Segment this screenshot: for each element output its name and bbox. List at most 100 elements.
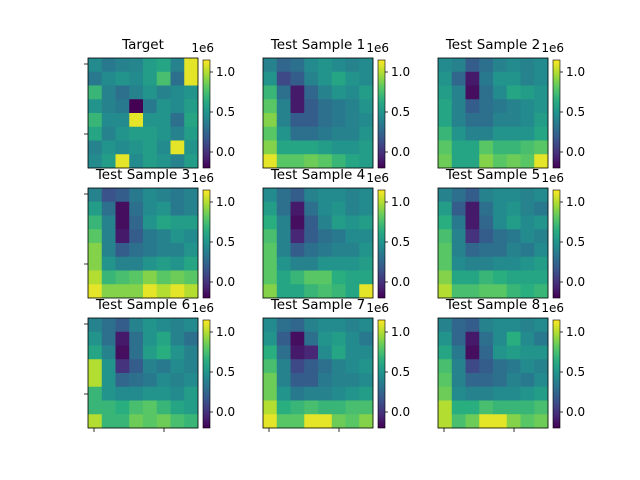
heatmap-cell xyxy=(359,140,374,155)
heatmap-cell xyxy=(290,359,305,374)
axes-frame xyxy=(437,317,549,429)
heatmap-cell xyxy=(438,400,453,415)
heatmap-cell xyxy=(318,284,333,299)
heatmap-cell xyxy=(465,126,480,141)
heatmap-cell xyxy=(493,85,508,100)
heatmap-cell xyxy=(115,140,130,155)
heatmap-cell xyxy=(88,386,103,401)
heatmap-cell xyxy=(184,359,199,374)
heatmap-cell xyxy=(345,215,360,230)
heatmap-cell xyxy=(290,188,305,203)
heatmap-cell xyxy=(184,373,199,388)
heatmap-cell xyxy=(479,113,494,128)
heatmap-cell xyxy=(263,400,278,415)
heatmap-cell xyxy=(156,386,171,401)
heatmap-cell xyxy=(438,58,453,73)
heatmap-cell xyxy=(520,71,535,86)
heatmap-cell xyxy=(156,215,171,230)
heatmap-cell xyxy=(451,400,466,415)
heatmap-cell xyxy=(451,154,466,169)
heatmap-cell xyxy=(506,284,521,299)
heatmap-cell xyxy=(479,140,494,155)
heatmap-cell xyxy=(290,373,305,388)
heatmap-cell xyxy=(129,126,144,141)
heatmap-cell xyxy=(115,229,130,244)
heatmap-cell xyxy=(170,414,185,429)
heatmap-cell xyxy=(88,188,103,203)
heatmap-cell xyxy=(451,229,466,244)
heatmap-cell xyxy=(143,99,158,114)
heatmap-cell xyxy=(479,201,494,216)
heatmap-cell xyxy=(276,229,291,244)
colorbar-tick-label: 1.0 xyxy=(391,195,410,209)
heatmap-cell xyxy=(290,386,305,401)
heatmap-cell xyxy=(129,140,144,155)
heatmap-cell xyxy=(263,215,278,230)
heatmap-cell xyxy=(290,229,305,244)
colorbar-tick-label: 1.0 xyxy=(216,195,235,209)
heatmap-cell xyxy=(506,188,521,203)
heatmap-cell xyxy=(479,99,494,114)
heatmap-cell xyxy=(115,243,130,258)
heatmap-cell xyxy=(304,58,319,73)
heatmap-cell xyxy=(465,58,480,73)
heatmap-cell xyxy=(304,386,319,401)
heatmap-cell xyxy=(520,359,535,374)
heatmap-cell xyxy=(520,414,535,429)
heatmap-cell xyxy=(184,85,199,100)
colorbar-tick-label: 0.0 xyxy=(391,405,410,419)
colorbar-tick-label: 0.5 xyxy=(216,105,235,119)
heatmap-cell xyxy=(263,154,278,169)
heatmap-cell xyxy=(115,113,130,128)
heatmap-cell xyxy=(101,270,116,285)
heatmap-panel: Test Sample 1 1.0 0.5 0.0 1e6 xyxy=(262,37,410,169)
heatmap-cell xyxy=(156,201,171,216)
heatmap-cell xyxy=(143,400,158,415)
heatmap-cell xyxy=(129,154,144,169)
heatmap-cell xyxy=(156,58,171,73)
heatmap-cell xyxy=(534,243,549,258)
heatmap-cell xyxy=(101,386,116,401)
heatmap-cell xyxy=(115,318,130,333)
heatmap-cell xyxy=(263,270,278,285)
panel-title: Test Sample 6 xyxy=(95,297,190,313)
heatmap-cell xyxy=(129,284,144,299)
heatmap-cell xyxy=(290,331,305,346)
heatmap-cell xyxy=(143,154,158,169)
heatmap-cell xyxy=(170,113,185,128)
heatmap-cell xyxy=(438,154,453,169)
heatmap-panel: Test Sample 3 1.0 0.5 0.0 1e6 xyxy=(84,167,235,299)
heatmap-cell xyxy=(506,256,521,271)
heatmap-cell xyxy=(101,126,116,141)
heatmap-cell xyxy=(304,215,319,230)
heatmap-cell xyxy=(290,270,305,285)
heatmap-cell xyxy=(276,99,291,114)
colorbar-tick-label: 1.0 xyxy=(216,65,235,79)
colorbar-offset-label: 1e6 xyxy=(366,171,389,185)
heatmap-cell xyxy=(493,345,508,360)
axes-frame xyxy=(87,57,199,169)
heatmap-cell xyxy=(88,243,103,258)
colorbar-tick-label: 1.0 xyxy=(566,325,585,339)
heatmap-cell xyxy=(318,243,333,258)
heatmap-cell xyxy=(115,284,130,299)
heatmap-cell xyxy=(184,386,199,401)
heatmap-cell xyxy=(506,113,521,128)
heatmap-cell xyxy=(493,256,508,271)
heatmap-cell xyxy=(88,71,103,86)
heatmap-cell xyxy=(115,154,130,169)
heatmap-cell xyxy=(318,331,333,346)
heatmap-cell xyxy=(451,126,466,141)
heatmap-cell xyxy=(493,71,508,86)
heatmap-cell xyxy=(184,318,199,333)
axes-frame xyxy=(262,317,374,429)
heatmap-cell xyxy=(479,373,494,388)
heatmap-cell xyxy=(465,400,480,415)
heatmap-cell xyxy=(184,243,199,258)
colorbar-tick-label: 1.0 xyxy=(566,65,585,79)
heatmap-cell xyxy=(331,284,346,299)
heatmap-cell xyxy=(101,85,116,100)
heatmap-cell xyxy=(276,201,291,216)
heatmap-cell xyxy=(170,126,185,141)
heatmap-cell xyxy=(129,229,144,244)
